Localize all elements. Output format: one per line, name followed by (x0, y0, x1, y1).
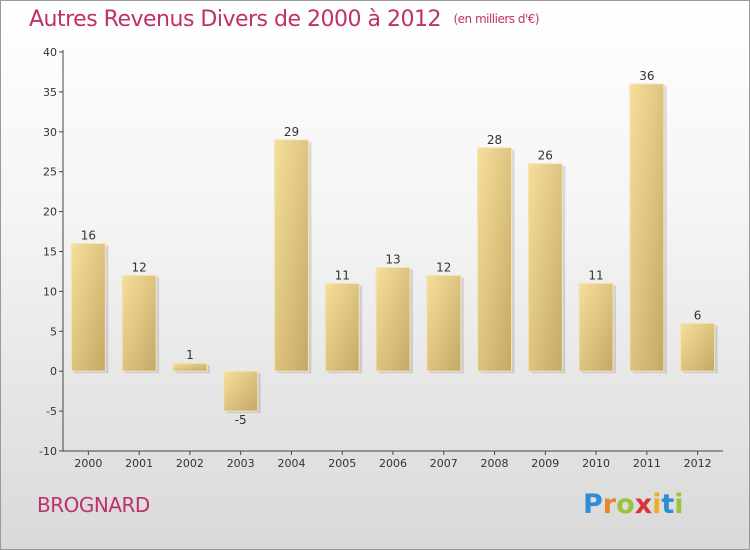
y-tick-label: -10 (39, 445, 57, 458)
x-tick-label: 2004 (277, 457, 305, 470)
bar-2007 (426, 274, 462, 372)
x-tick-label: 2008 (481, 457, 509, 470)
x-tick-label: 2006 (379, 457, 407, 470)
bar-2001 (121, 274, 157, 372)
logo-letter: P (583, 489, 603, 520)
bar-2005 (324, 282, 360, 372)
data-label: 12 (132, 260, 147, 274)
chart-unit: (en milliers d'€) (453, 12, 540, 26)
bar-2012 (680, 322, 716, 372)
x-tick-label: 2003 (227, 457, 255, 470)
x-tick-label: 2010 (582, 457, 610, 470)
x-tick-label: 2012 (684, 457, 712, 470)
data-label: 6 (694, 308, 702, 322)
logo-letter: t (661, 489, 675, 520)
data-label: 16 (81, 229, 96, 243)
y-tick-label: 10 (43, 285, 57, 298)
logo-letter: r (602, 489, 617, 520)
bar-2010 (578, 282, 614, 372)
x-tick-label: 2007 (430, 457, 458, 470)
data-label: 28 (487, 133, 502, 147)
y-tick-label: 15 (43, 246, 57, 259)
x-tick-label: 2001 (125, 457, 153, 470)
y-tick-label: 5 (50, 325, 57, 338)
data-label: 13 (385, 252, 400, 266)
chart-title: Autres Revenus Divers de 2000 à 2012 (en… (29, 7, 540, 32)
y-tick-label: 20 (43, 206, 57, 219)
data-label: 36 (639, 69, 654, 83)
x-tick-label: 2011 (633, 457, 661, 470)
chart-title-text: Autres Revenus Divers de 2000 à 2012 (29, 7, 441, 32)
logo-letter: o (616, 489, 635, 520)
proxiti-logo: Proxiti (583, 489, 684, 520)
x-tick-label: 2009 (531, 457, 559, 470)
logo-letter: i (652, 489, 662, 520)
bar-2008 (477, 147, 513, 372)
bar-2011 (629, 83, 665, 372)
y-tick-label: 0 (50, 365, 57, 378)
x-tick-label: 2002 (176, 457, 204, 470)
bar-2003 (223, 370, 259, 412)
y-tick-label: 40 (43, 46, 57, 59)
y-tick-label: 25 (43, 166, 57, 179)
x-tick-label: 2000 (74, 457, 102, 470)
data-label: -5 (235, 413, 247, 427)
y-tick-label: -5 (46, 405, 57, 418)
bar-2002 (172, 362, 208, 372)
bar-2000 (70, 243, 106, 372)
logo-letter: i (674, 489, 684, 520)
data-label: 11 (335, 268, 350, 282)
bar-2004 (273, 139, 309, 372)
data-label: 1 (186, 348, 194, 362)
logo-letter: x (634, 489, 653, 520)
x-tick-label: 2005 (328, 457, 356, 470)
data-label: 29 (284, 125, 299, 139)
commune-name: BROGNARD (37, 493, 150, 517)
y-tick-label: 35 (43, 86, 57, 99)
bar-2006 (375, 266, 411, 372)
data-label: 26 (538, 149, 553, 163)
data-label: 12 (436, 260, 451, 274)
bar-2009 (527, 163, 563, 372)
y-tick-label: 30 (43, 126, 57, 139)
data-label: 11 (588, 268, 603, 282)
